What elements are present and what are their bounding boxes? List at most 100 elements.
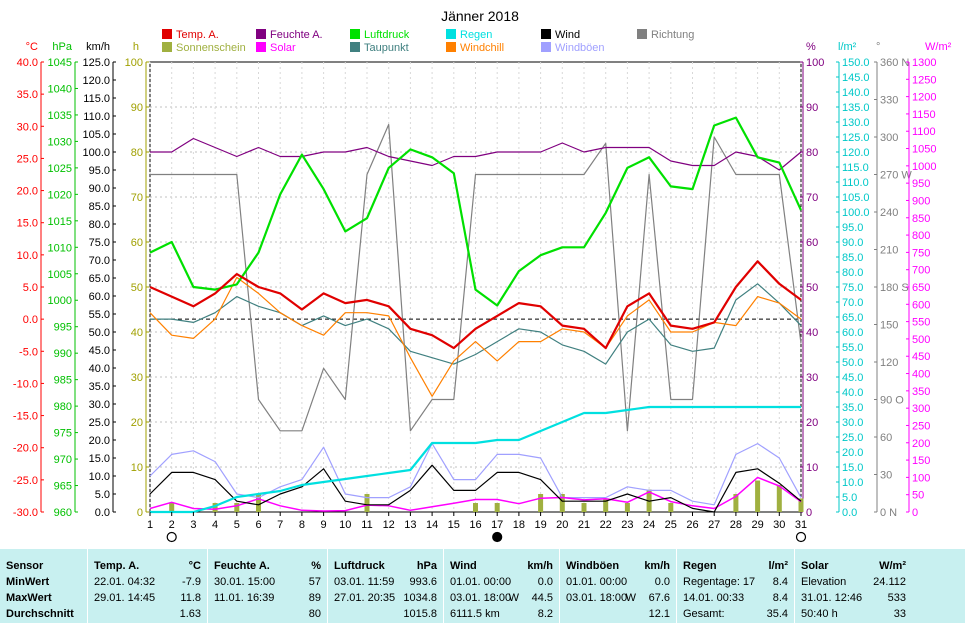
right-axis-tick-label: 75.0 xyxy=(842,282,863,294)
left-axis-tick-label: 975 xyxy=(54,428,72,440)
series-line-regen xyxy=(150,405,801,514)
right-axis-tick-label: 0 xyxy=(912,507,918,519)
left-axis-tick-label: 70 xyxy=(131,192,143,204)
left-axis-tick-label: 80.0 xyxy=(89,219,110,231)
table-header-name: Feuchte A. xyxy=(214,560,270,572)
left-axis-tick-label: 30.0 xyxy=(17,121,38,133)
left-axis-tick-label: 35.0 xyxy=(89,381,110,393)
left-axis-tick-label: 100.0 xyxy=(82,147,110,159)
right-axis-unit: l/m² xyxy=(838,41,857,53)
table-separator xyxy=(794,549,795,623)
left-axis-tick-label: 85.0 xyxy=(89,201,110,213)
cell-text: 50:40 h xyxy=(801,608,838,620)
table-header-unit: km/h xyxy=(644,560,670,572)
table-row: 14.01. 00:33 8.4 xyxy=(677,590,794,606)
right-axis-tick-label: 330 xyxy=(880,95,898,107)
table-row: 80 xyxy=(208,606,327,622)
table-row: 30.01. 15:00 57 xyxy=(208,574,327,590)
legend-swatch xyxy=(637,29,647,39)
left-axis-tick-label: 50 xyxy=(131,282,143,294)
bar-sonnenschein xyxy=(559,494,565,512)
left-axis-tick-label: 1030 xyxy=(48,136,72,148)
right-axis-tick-label: 600 xyxy=(912,299,930,311)
x-axis-tick-label: 13 xyxy=(404,519,416,531)
bar-sonnenschein xyxy=(234,503,240,512)
table-header-name: Solar xyxy=(801,560,829,572)
right-axis-tick-label: 750 xyxy=(912,247,930,259)
x-axis-tick-label: 8 xyxy=(299,519,305,531)
table-column: Sensor MinWert MaxWert Durchschnitt xyxy=(0,549,87,623)
x-axis-tick-label: 22 xyxy=(600,519,612,531)
left-axis-tick-label: 0 xyxy=(137,507,143,519)
x-axis-tick-label: 10 xyxy=(339,519,351,531)
right-axis-tick-label: 0 xyxy=(806,507,812,519)
plot-area xyxy=(149,116,804,514)
right-axis-tick-label: 0.0 xyxy=(842,507,857,519)
cell-value: 67.6 xyxy=(648,592,670,604)
left-axis-tick-label: 65.0 xyxy=(89,273,110,285)
right-axis-tick-label: 30.0 xyxy=(842,417,863,429)
left-axis-tick-label: 100 xyxy=(125,57,143,69)
left-axis-tick-label: 15.0 xyxy=(89,453,110,465)
right-axis-tick-label: 1150 xyxy=(912,109,936,121)
x-axis-tick-label: 6 xyxy=(255,519,261,531)
right-axis-tick-label: 350 xyxy=(912,386,930,398)
x-axis-tick-label: 15 xyxy=(448,519,460,531)
right-axis-tick-label: 125.0 xyxy=(842,132,870,144)
right-axis-tick-label: 800 xyxy=(912,230,930,242)
table-header: Solar W/m² xyxy=(795,558,912,574)
left-axis-tick-label: 30 xyxy=(131,372,143,384)
table-header: Luftdruck hPa xyxy=(328,558,443,574)
legend-label: Windböen xyxy=(555,42,605,54)
series-line-wind xyxy=(149,464,802,513)
table-separator xyxy=(327,549,328,623)
left-axis-tick-label: 1005 xyxy=(48,269,72,281)
x-axis-tick-label: 11 xyxy=(361,519,372,531)
left-axis-tick-label: 40 xyxy=(131,327,143,339)
table-row: 6111.5 km 8.2 xyxy=(444,606,559,622)
left-axis-tick-label: 15.0 xyxy=(17,218,38,230)
weather-chart: Jänner 2018 °C40.035.030.025.020.015.010… xyxy=(13,8,952,543)
right-axis-tick-label: 25.0 xyxy=(842,432,863,444)
legend-label: Temp. A. xyxy=(176,29,219,41)
table-row: 1015.8 xyxy=(328,606,443,622)
cell-value: 89 xyxy=(308,592,321,604)
left-axis-tick-label: 30.0 xyxy=(89,399,110,411)
legend-label: Luftdruck xyxy=(364,29,410,41)
right-axis-tick-label: 10.0 xyxy=(842,477,863,489)
cell-text: 03.01. 11:59 xyxy=(334,576,395,588)
table-column: Regen l/m² Regentage: 17 8.4 14.01. 00:33 8.4… xyxy=(677,549,794,623)
left-axis-tick-label: 55.0 xyxy=(89,309,110,321)
series-line-temp-a- xyxy=(149,260,802,350)
series-line-solar xyxy=(149,476,802,512)
table-row: 12.1 xyxy=(560,606,676,622)
left-axis-tick-label: 110.0 xyxy=(83,111,110,123)
right-axis-tick-label: 20 xyxy=(806,417,818,429)
table-row: 22.01. 04:32 -7.9 xyxy=(88,574,207,590)
cell-text: 31.01. 12:46 xyxy=(801,592,863,604)
legend-swatch xyxy=(162,29,172,39)
table-row: 1.63 xyxy=(88,606,207,622)
right-axis-unit: W/m² xyxy=(925,41,952,53)
cell-direction: W xyxy=(625,592,636,604)
left-axis-unit: h xyxy=(133,41,139,53)
left-axis-tick-label: 20.0 xyxy=(89,435,110,447)
bar-sonnenschein xyxy=(538,494,544,512)
x-axis-tick-label: 18 xyxy=(513,519,525,531)
right-axis-tick-label: 650 xyxy=(912,282,930,294)
cell-value: 533 xyxy=(887,592,906,604)
cell-value: 0.0 xyxy=(654,576,670,588)
x-axis-tick-label: 28 xyxy=(730,519,742,531)
right-axis-tick-label: 150.0 xyxy=(842,57,870,69)
right-axis-tick-label: 60 xyxy=(880,432,892,444)
left-axis-tick-label: -30.0 xyxy=(13,507,38,519)
left-axis-tick-label: 105.0 xyxy=(82,129,110,141)
cell-text: Gesamt: xyxy=(683,608,725,620)
left-axis-tick-label: 990 xyxy=(54,348,72,360)
right-axis-tick-label: 200 xyxy=(912,438,930,450)
table-header-unit: W/m² xyxy=(879,560,906,572)
right-axis-tick-label: 150 xyxy=(880,320,898,332)
x-axis-tick-label: 2 xyxy=(169,519,175,531)
table-header: Feuchte A.% xyxy=(208,558,327,574)
cell-text: 03.01. 18:00 xyxy=(450,592,512,604)
